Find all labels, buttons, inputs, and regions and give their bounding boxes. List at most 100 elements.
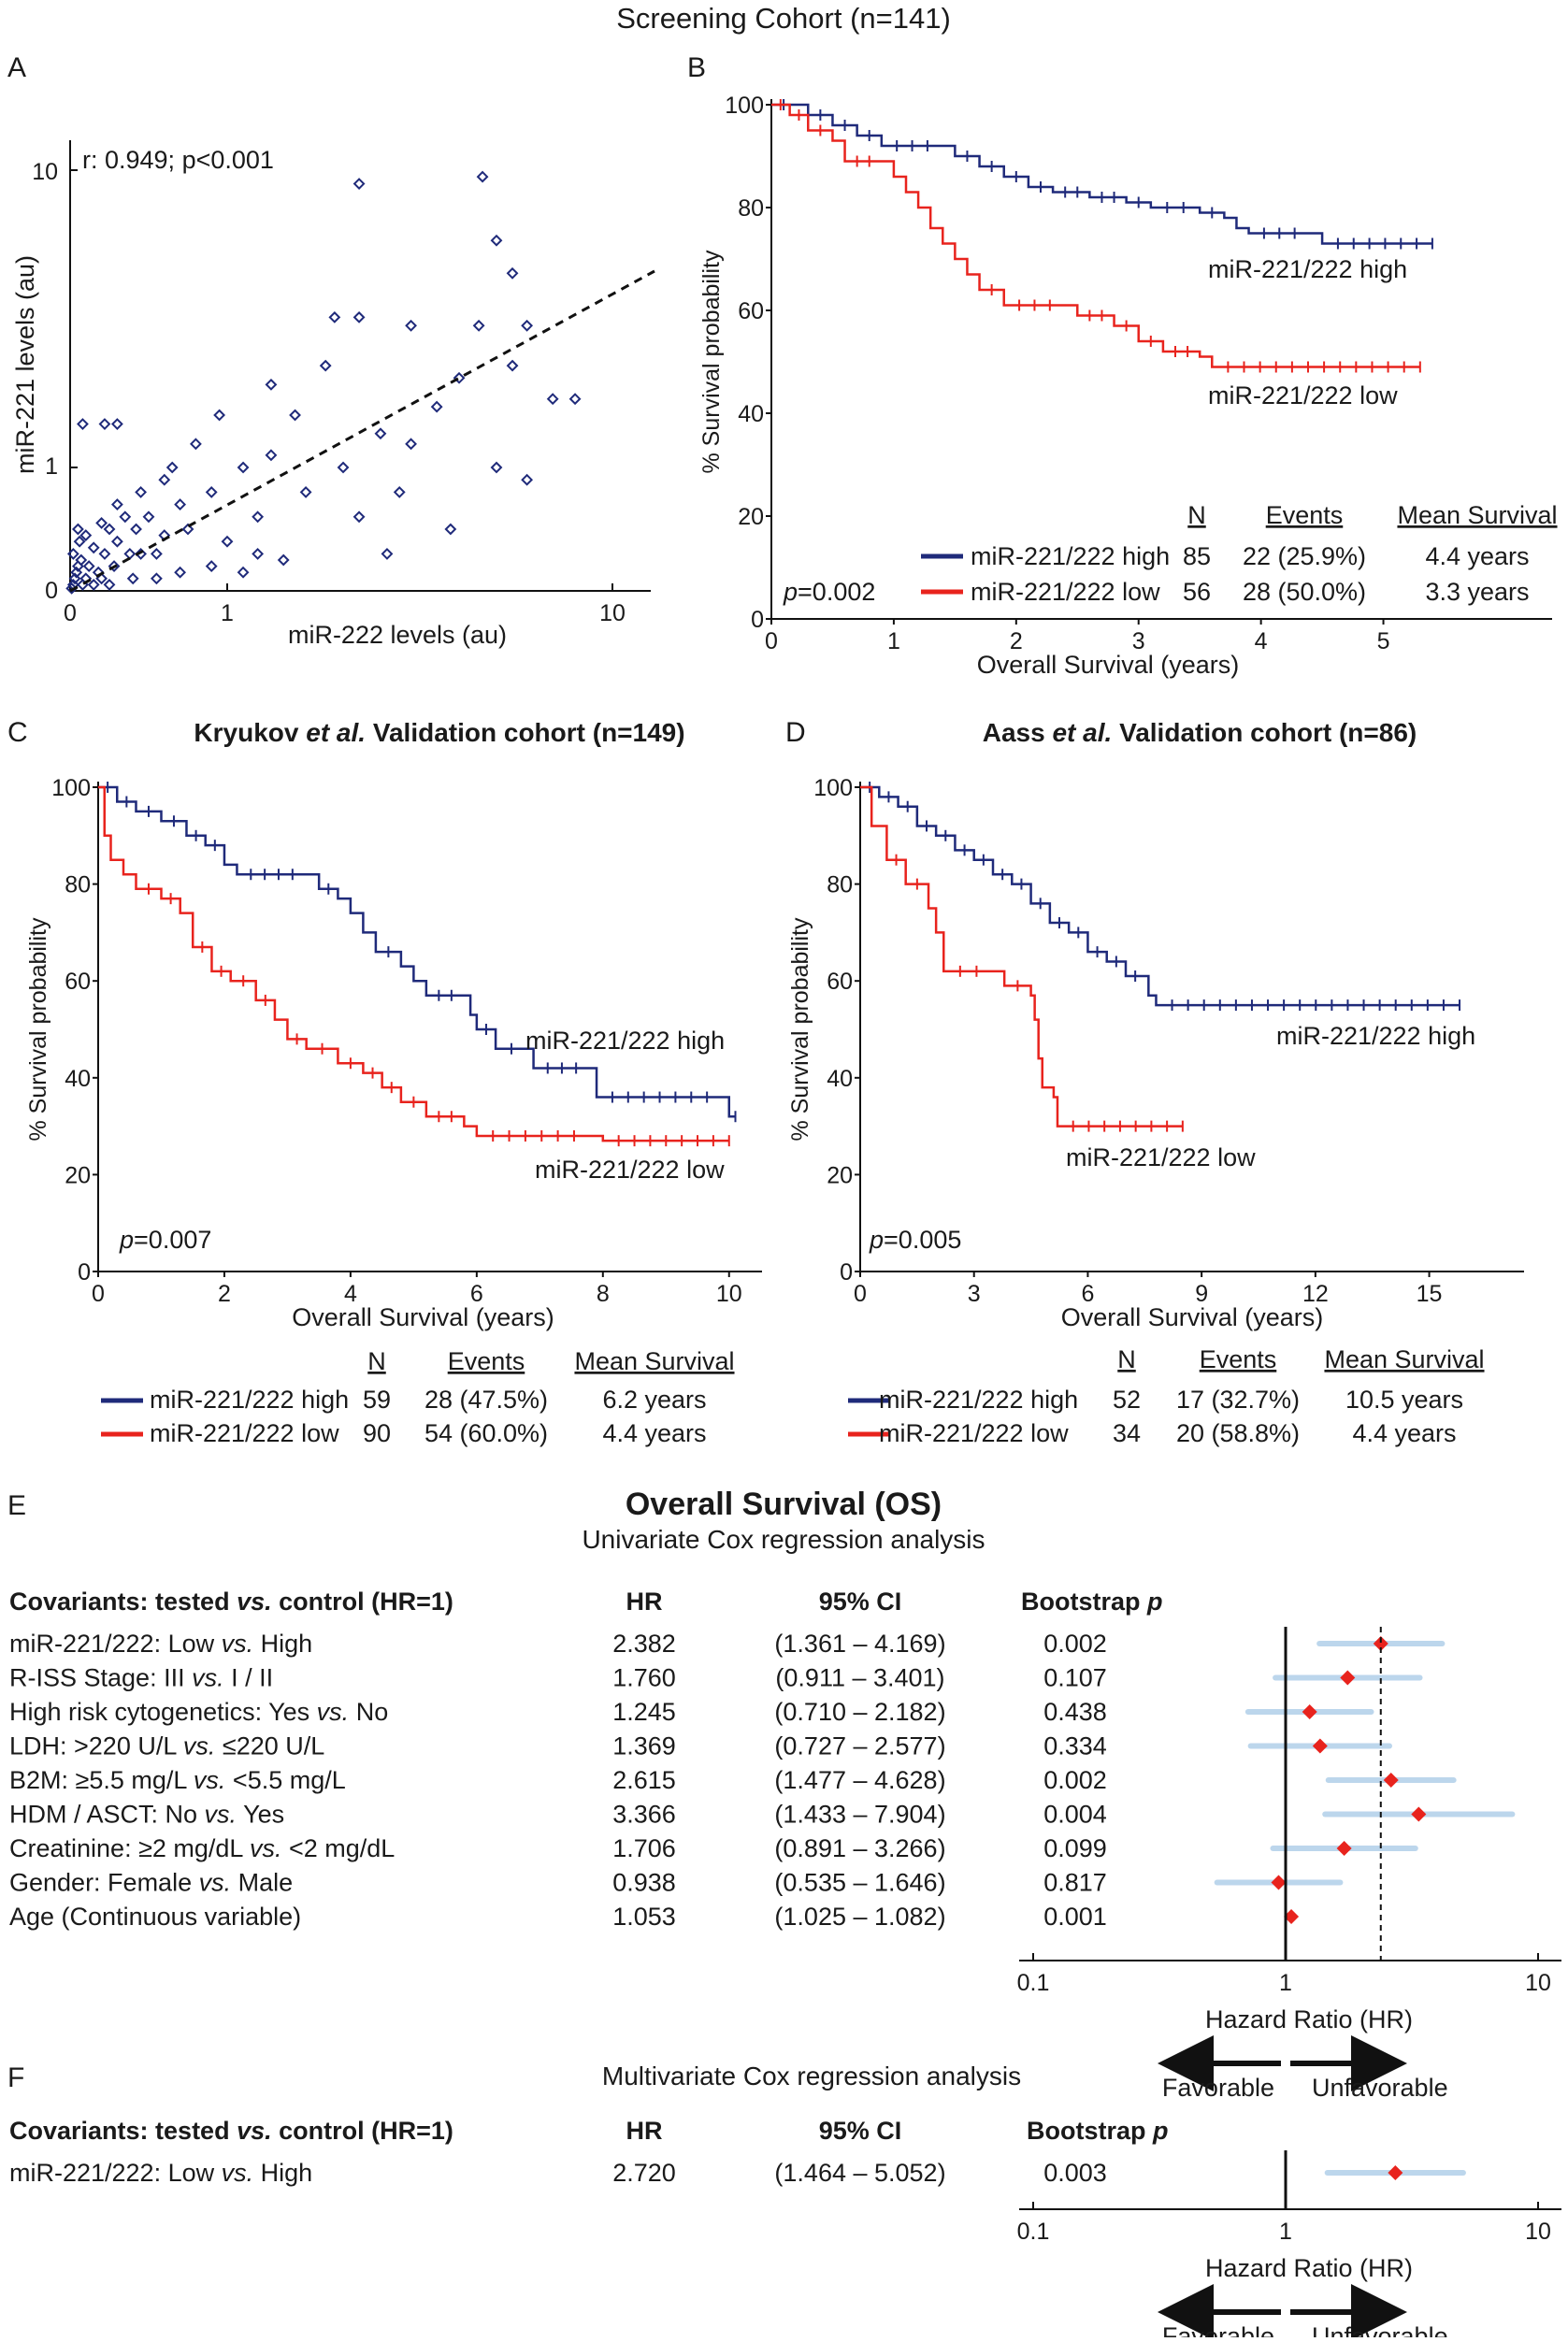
legend-header-events: Events (1266, 501, 1344, 529)
legend-n: 59 (363, 1386, 391, 1414)
covariate-label: LDH: >220 U/L vs. ≤220 U/L (9, 1732, 324, 1760)
legend-mean: 4.4 years (1352, 1419, 1456, 1447)
y-tick-label: 0 (45, 578, 58, 604)
scatter-point (75, 553, 88, 567)
scatter-point (110, 498, 123, 511)
covariate-label: Creatinine: ≥2 mg/dL vs. <2 mg/dL (9, 1834, 395, 1862)
hr-marker (1336, 1841, 1352, 1856)
scatter-point (506, 359, 519, 372)
y-tick-label: 1 (45, 453, 58, 480)
hr-header: HR (626, 2117, 663, 2145)
survival-curve-high (98, 785, 736, 1118)
panel-c-title: Kryukov et al. Validation cohort (n=149) (194, 718, 684, 747)
x-tick-label: 6 (470, 1281, 483, 1307)
legend-header-n: N (367, 1347, 386, 1375)
legend-events: 54 (60.0%) (424, 1419, 548, 1447)
survival-curve-low (860, 785, 1183, 1128)
scatter-point (79, 529, 93, 542)
legend-n: 52 (1113, 1386, 1141, 1414)
hr-value: 3.366 (612, 1801, 676, 1829)
panel-b-km: 0 20 40 60 80 100 0 1 2 3 4 5 Overall Survival (year… (698, 93, 1558, 679)
bootstrap-p-header: Bootstrap p (1027, 2117, 1169, 2145)
hr-marker (1340, 1670, 1356, 1686)
ci-value: (0.911 – 3.401) (775, 1664, 944, 1692)
scatter-point (352, 178, 366, 190)
scatter-point (393, 485, 406, 498)
panel-label-f: F (7, 2062, 24, 2093)
y-tick-label: 0 (751, 607, 764, 633)
curve-label-low: miR-221/222 low (1066, 1143, 1256, 1171)
y-tick-label: 20 (738, 504, 764, 530)
panel-label-a: A (7, 52, 26, 83)
os-title: Overall Survival (OS) (626, 1487, 942, 1522)
scatter-point (108, 560, 121, 573)
scatter-point (205, 560, 218, 573)
scatter-point (126, 572, 139, 585)
x-tick-label: 8 (597, 1281, 610, 1307)
hr-marker (1411, 1806, 1427, 1822)
y-axis-label: % Survival probability (787, 917, 813, 1141)
bootstrap-p-value: 0.334 (1043, 1732, 1107, 1760)
covariate-header: Covariants: tested vs. control (HR=1) (9, 1588, 453, 1616)
hr-value: 1.706 (612, 1834, 676, 1862)
ci-header: 95% CI (819, 2117, 902, 2145)
trend-line (69, 269, 655, 593)
scatter-point (405, 438, 417, 451)
covariate-label: B2M: ≥5.5 mg/L vs. <5.5 mg/L (9, 1766, 346, 1794)
scatter-point (381, 547, 394, 560)
legend-n: 90 (363, 1419, 391, 1447)
scatter-point (490, 461, 503, 474)
x-tick-label: 1 (887, 628, 900, 654)
legend-label: miR-221/222 low (971, 578, 1160, 606)
covariate-label: HDM / ASCT: No vs. Yes (9, 1801, 284, 1829)
scatter-point (150, 572, 163, 585)
hr-marker (1312, 1738, 1328, 1754)
scatter-point (98, 547, 111, 560)
scatter-point (405, 319, 417, 332)
scatter-point (328, 310, 341, 323)
ci-header: 95% CI (819, 1588, 902, 1616)
scatter-point (277, 553, 290, 567)
ci-value: (0.535 – 1.646) (774, 1869, 945, 1897)
ci-value: (1.477 – 4.628) (774, 1766, 945, 1794)
legend-events: 17 (32.7%) (1176, 1386, 1300, 1414)
scatter-point (73, 535, 86, 548)
favorable-label: Favorable (1162, 2322, 1274, 2337)
ci-value: (1.025 – 1.082) (774, 1903, 945, 1931)
legend-n: 85 (1183, 542, 1211, 570)
y-axis-label: % Survival probability (698, 250, 725, 473)
scatter-point (135, 485, 148, 498)
scatter-point (252, 547, 265, 560)
y-tick-label: 60 (65, 969, 91, 995)
panel-label-d: D (785, 717, 806, 748)
x-axis-label: Overall Survival (years) (1061, 1303, 1324, 1331)
survival-curve-high (771, 103, 1432, 245)
favorable-label: Favorable (1162, 2074, 1274, 2102)
scatter-point (252, 510, 265, 524)
y-tick-label: 20 (65, 1162, 91, 1188)
y-axis-label: % Survival probability (25, 917, 51, 1141)
hr-value: 0.938 (612, 1869, 676, 1897)
scatter-point (476, 170, 489, 183)
unfavorable-label: Unfavorable (1312, 2074, 1448, 2102)
scatter-point (352, 510, 366, 524)
y-tick-label: 40 (738, 401, 764, 427)
x-tick-label: 2 (1010, 628, 1023, 654)
y-axis-label: miR-221 levels (au) (11, 255, 39, 474)
bootstrap-p-value: 0.438 (1043, 1698, 1107, 1726)
legend-events: 20 (58.8%) (1176, 1419, 1300, 1447)
scatter-point (165, 461, 179, 474)
hr-value: 2.720 (612, 2159, 676, 2187)
hr-value: 2.382 (612, 1630, 676, 1658)
x-tick-label: 6 (1081, 1281, 1094, 1307)
covariate-label: R-ISS Stage: III vs. I / II (9, 1664, 273, 1692)
scatter-point (337, 461, 350, 474)
legend-header-n: N (1117, 1345, 1136, 1373)
y-tick-label: 100 (51, 775, 91, 801)
scatter-point (70, 566, 83, 579)
legend-header-mean: Mean Survival (1324, 1345, 1484, 1373)
y-tick-label: 20 (827, 1162, 853, 1188)
y-tick-label: 40 (827, 1066, 853, 1092)
x-axis-label: Overall Survival (years) (977, 651, 1240, 679)
